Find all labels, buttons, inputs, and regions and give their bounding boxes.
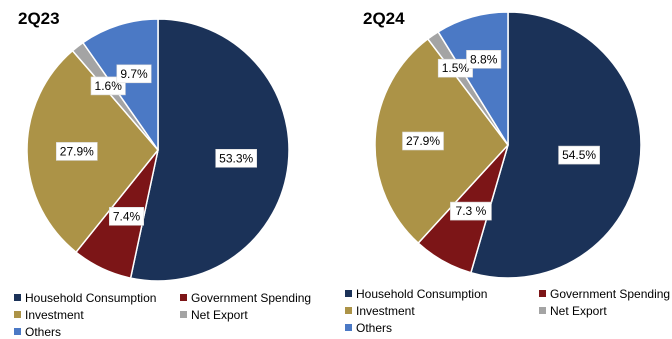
chart-panel-2q23: 2Q23 53.3% 7.4% 27.9% 1.6% 9.7% Household Co… <box>0 0 336 339</box>
legend-label: Net Export <box>550 304 607 318</box>
legend-label: Net Export <box>191 308 248 322</box>
data-label-others: 8.8% <box>466 49 502 69</box>
legend-swatch <box>180 311 187 318</box>
data-label-text: 27.9% <box>406 134 440 148</box>
data-label-text: 7.3 % <box>456 204 487 218</box>
legend-item-others: Others <box>345 321 392 335</box>
legend-swatch <box>14 311 21 318</box>
pie-slice-household-consumption <box>129 18 290 282</box>
legend-label: Others <box>356 321 393 335</box>
data-label-text: 7.4% <box>113 209 141 223</box>
legend-label: Household Consumption <box>356 287 488 301</box>
legend-item-others: Others <box>14 325 61 339</box>
data-label-others: 9.7% <box>116 64 152 84</box>
pie-slice-others <box>437 11 509 146</box>
legend-label: Others <box>25 325 62 339</box>
data-label-government-spending: 7.4% <box>109 207 145 226</box>
legend-swatch <box>345 324 352 331</box>
data-label-box <box>55 142 98 161</box>
data-label-text: 1.6% <box>95 79 123 93</box>
legend-label: Investment <box>356 304 415 318</box>
legend-swatch <box>14 294 21 301</box>
chart-title: 2Q23 <box>18 9 60 28</box>
legend-swatch <box>539 307 546 314</box>
legend-label: Government Spending <box>550 287 671 301</box>
legend-swatch <box>345 290 352 297</box>
chart-panel-2q24: 2Q24 54.5% 7.3 % 27.9% 1.5% 8.8% Household C… <box>336 0 672 337</box>
legend-item-household-consumption: Household Consumption <box>345 287 487 301</box>
legend-label: Government Spending <box>191 291 312 305</box>
legend-item-net-export: Net Export <box>539 304 607 318</box>
pie-chart: 54.5% 7.3 % 27.9% 1.5%8.8% <box>374 11 642 279</box>
data-label-household-consumption: 54.5% <box>558 145 600 165</box>
legend-swatch <box>539 290 546 297</box>
pie-slice-household-consumption <box>470 11 642 279</box>
legend-item-government-spending: Government Spending <box>539 287 670 301</box>
data-label-text: 1.5% <box>442 61 470 75</box>
data-label-box <box>466 49 502 69</box>
legend-item-investment: Investment <box>345 304 415 318</box>
legend-swatch <box>345 307 352 314</box>
chart-title: 2Q24 <box>363 9 405 28</box>
legend-item-net-export: Net Export <box>180 308 248 322</box>
legend-swatch <box>14 328 21 335</box>
data-label-household-consumption: 53.3% <box>215 149 257 168</box>
data-label-text: 9.7% <box>120 67 148 81</box>
data-label-investment: 27.9% <box>55 142 98 161</box>
legend-item-government-spending: Government Spending <box>180 291 311 305</box>
data-label-box <box>116 64 152 84</box>
data-label-box <box>402 131 444 151</box>
data-label-box <box>450 201 492 221</box>
data-label-text: 27.9% <box>60 144 94 158</box>
data-label-investment: 27.9% <box>402 131 444 151</box>
data-label-box <box>109 207 145 226</box>
data-label-text: 8.8% <box>470 52 498 66</box>
data-label-government-spending: 7.3 % <box>450 201 492 221</box>
legend-swatch <box>180 294 187 301</box>
legend-item-household-consumption: Household Consumption <box>14 291 156 305</box>
data-label-box <box>558 145 600 165</box>
pie-chart: 53.3% 7.4% 27.9% 1.6%9.7% <box>26 18 290 282</box>
legend-item-investment: Investment <box>14 308 84 322</box>
data-label-text: 54.5% <box>562 148 596 162</box>
data-label-box <box>215 149 257 168</box>
legend-label: Household Consumption <box>25 291 157 305</box>
legend-label: Investment <box>25 308 84 322</box>
data-label-text: 53.3% <box>219 151 253 165</box>
data-label-net-export: 1.6% <box>90 76 126 96</box>
